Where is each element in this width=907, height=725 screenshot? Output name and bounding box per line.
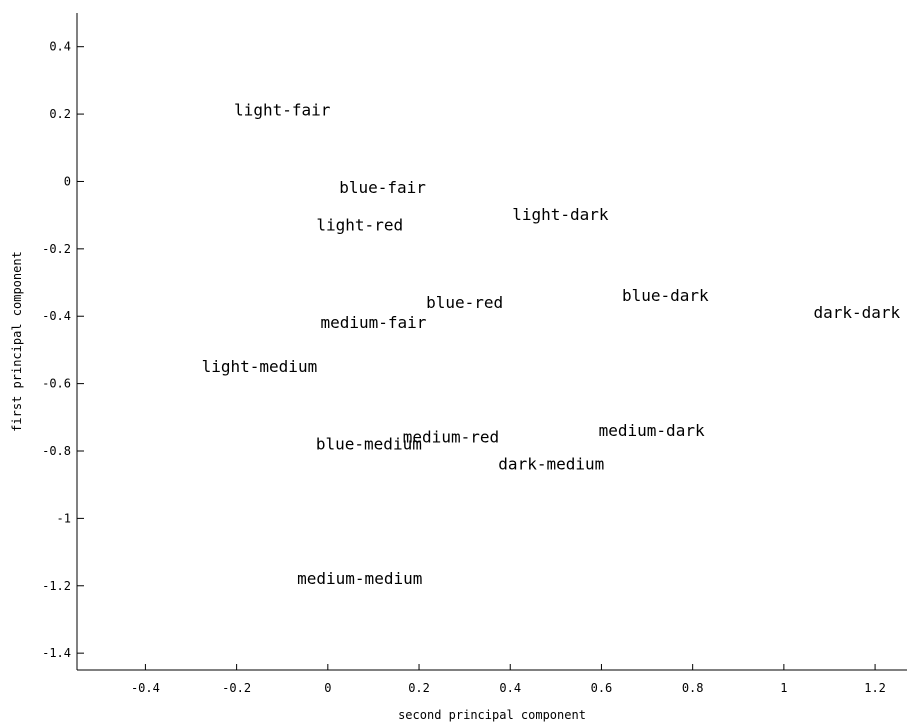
y-axis-label: first principal component bbox=[10, 251, 24, 432]
x-tick-label: -0.2 bbox=[222, 681, 251, 695]
point-label-dark-dark: dark-dark bbox=[813, 303, 900, 322]
x-tick-label: 0.6 bbox=[591, 681, 613, 695]
x-tick-label: 0.8 bbox=[682, 681, 704, 695]
point-label-blue-dark: blue-dark bbox=[622, 286, 709, 305]
data-points: light-fair blue-fair light-red light-dark bl… bbox=[202, 101, 901, 588]
y-tick-label: -0.2 bbox=[42, 242, 71, 256]
y-tick-label: -0.4 bbox=[42, 309, 71, 323]
point-label-light-fair: light-fair bbox=[234, 101, 331, 120]
point-label-blue-medium: blue-medium bbox=[316, 434, 422, 453]
point-label-medium-fair: medium-fair bbox=[320, 313, 426, 332]
point-label-dark-medium: dark-medium bbox=[498, 454, 604, 473]
y-tick-label: -1.2 bbox=[42, 579, 71, 593]
x-tick-label: 0.4 bbox=[499, 681, 521, 695]
point-label-medium-dark: medium-dark bbox=[599, 421, 705, 440]
x-tick-label: 1 bbox=[780, 681, 787, 695]
y-tick-label: -0.6 bbox=[42, 377, 71, 391]
y-tick-label: 0.4 bbox=[49, 40, 71, 54]
point-label-light-medium: light-medium bbox=[202, 357, 318, 376]
point-label-light-red: light-red bbox=[316, 215, 403, 234]
point-label-medium-medium: medium-medium bbox=[297, 569, 422, 588]
y-tick-label: 0 bbox=[64, 174, 71, 188]
x-axis-label: second principal component bbox=[398, 708, 586, 722]
x-tick-label: -0.4 bbox=[131, 681, 160, 695]
point-label-blue-red: blue-red bbox=[426, 293, 503, 312]
x-tick-label: 0.2 bbox=[408, 681, 430, 695]
point-label-light-dark: light-dark bbox=[512, 205, 609, 224]
point-label-blue-fair: blue-fair bbox=[339, 178, 426, 197]
y-axis-ticks: 0.4 0.2 0 -0.2 -0.4 -0.6 -0.8 -1 -1.2 -1.4 bbox=[42, 40, 84, 660]
x-tick-label: 1.2 bbox=[864, 681, 886, 695]
y-tick-label: -1 bbox=[57, 511, 71, 525]
x-axis-ticks: -0.4 -0.2 0 0.2 0.4 0.6 0.8 1 1.2 bbox=[131, 664, 886, 695]
y-tick-label: -0.8 bbox=[42, 444, 71, 458]
y-tick-label: 0.2 bbox=[49, 107, 71, 121]
x-tick-label: 0 bbox=[324, 681, 331, 695]
y-tick-label: -1.4 bbox=[42, 646, 71, 660]
point-label-medium-red: medium-red bbox=[403, 428, 499, 447]
